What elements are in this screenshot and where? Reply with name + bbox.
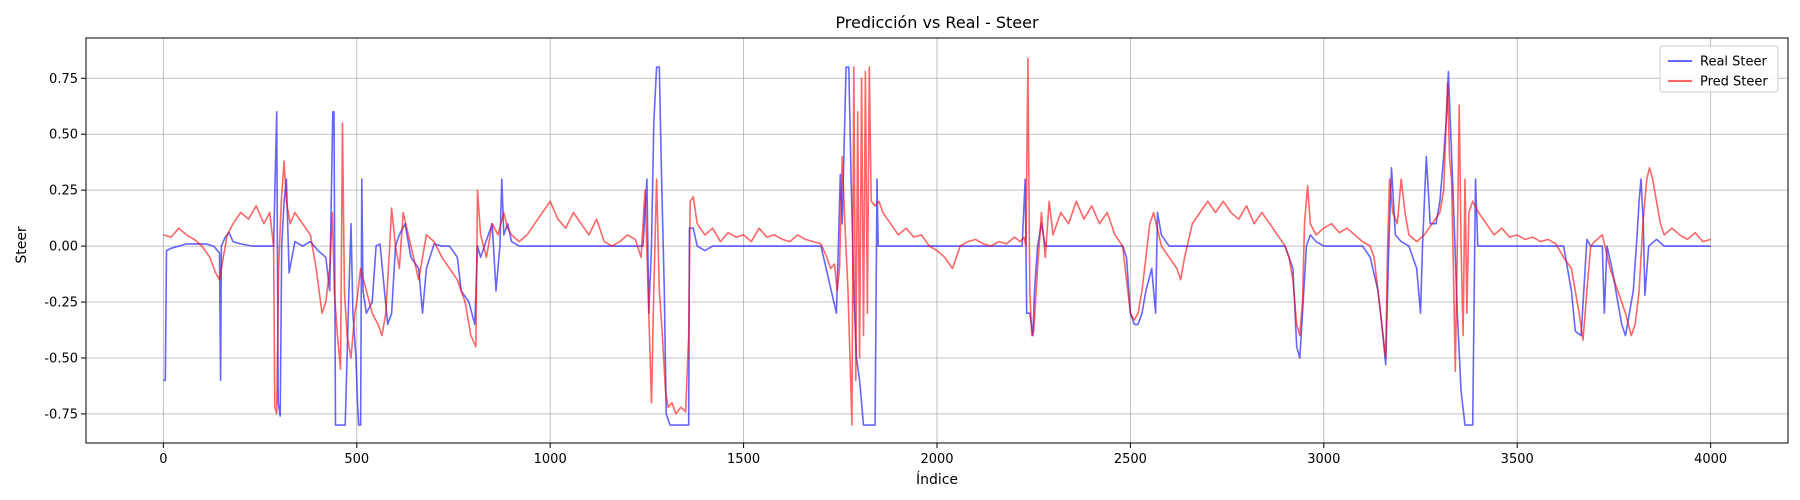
legend-label: Real Steer <box>1700 55 1768 70</box>
series-line-pred-steer <box>163 57 1711 426</box>
y-tick-label: -0.25 <box>44 296 78 311</box>
y-axis-ticks: -0.75 -0.50 -0.25 0.00 0.25 0.50 0.75 <box>44 72 86 422</box>
legend-label: Pred Steer <box>1700 75 1768 90</box>
x-tick-label: 3500 <box>1501 452 1534 467</box>
x-tick-label: 500 <box>344 452 369 467</box>
legend: Real Steer Pred Steer <box>1659 45 1779 93</box>
y-tick-label: 0.00 <box>49 240 78 255</box>
y-tick-label: 0.25 <box>49 184 78 199</box>
chart-title: Predicción vs Real - Steer <box>835 13 1039 32</box>
x-axis-ticks: 0 500 1000 1500 2000 2500 3000 3500 4000 <box>159 443 1727 467</box>
x-axis-title: Índice <box>916 471 958 488</box>
x-tick-label: 2500 <box>1114 452 1147 467</box>
y-tick-label: -0.50 <box>44 351 78 366</box>
y-tick-label: 0.75 <box>49 72 78 87</box>
y-axis-title: Steer <box>14 226 30 264</box>
series-line-real-steer <box>163 66 1711 426</box>
x-tick-label: 1000 <box>534 452 567 467</box>
x-tick-label: 3000 <box>1307 452 1340 467</box>
x-tick-label: 0 <box>159 452 167 467</box>
x-tick-label: 4000 <box>1694 452 1727 467</box>
plot-series <box>163 57 1711 426</box>
y-tick-label: -0.75 <box>44 407 78 422</box>
x-tick-label: 2000 <box>920 452 953 467</box>
x-tick-label: 1500 <box>727 452 760 467</box>
y-tick-label: 0.50 <box>49 128 78 143</box>
